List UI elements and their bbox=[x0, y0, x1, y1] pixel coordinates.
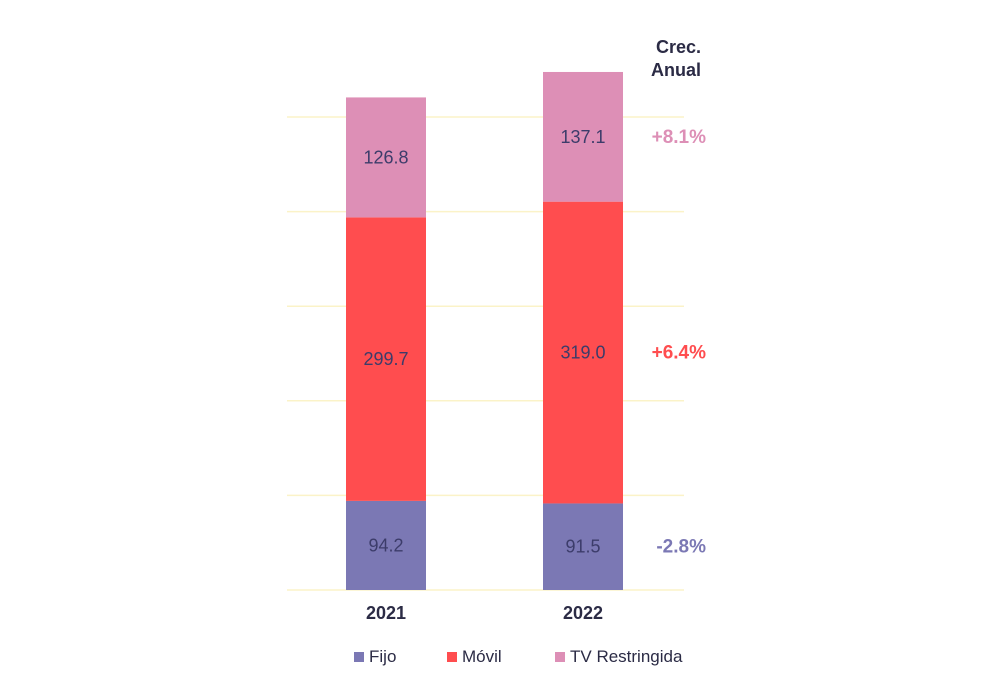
legend-label: Fijo bbox=[369, 647, 396, 666]
growth-header-line-2: Anual bbox=[651, 60, 701, 80]
bar-segment bbox=[543, 503, 623, 590]
legend-label: TV Restringida bbox=[570, 647, 683, 666]
bar-segment bbox=[543, 71, 623, 202]
bars: 94.2 299.7 126.8 91.5 319.0 137.1 bbox=[346, 71, 623, 590]
data-label: 126.8 bbox=[363, 147, 408, 167]
legend-swatch bbox=[555, 652, 565, 662]
growth-value: +8.1% bbox=[652, 127, 707, 148]
data-label: 137.1 bbox=[560, 127, 605, 147]
data-label: 299.7 bbox=[363, 349, 408, 369]
growth-header-line-1: Crec. bbox=[656, 37, 701, 57]
x-axis-labels: 2021 2022 bbox=[366, 603, 603, 623]
annual-growth-column: Crec. Anual +8.1% +6.4% -2.8% bbox=[651, 37, 706, 558]
legend: Fijo Móvil TV Restringida bbox=[354, 647, 683, 666]
growth-value: -2.8% bbox=[656, 537, 706, 558]
data-label: 319.0 bbox=[560, 343, 605, 363]
legend-swatch bbox=[447, 652, 457, 662]
data-label: 91.5 bbox=[565, 537, 600, 557]
bar-segment bbox=[346, 97, 426, 218]
legend-swatch bbox=[354, 652, 364, 662]
bar-segment bbox=[346, 500, 426, 590]
bar-segment bbox=[543, 201, 623, 504]
growth-value: +6.4% bbox=[652, 343, 707, 364]
data-label: 94.2 bbox=[368, 535, 403, 555]
legend-label: Móvil bbox=[462, 647, 502, 666]
bar-segment bbox=[346, 217, 426, 501]
x-tick-label: 2022 bbox=[563, 603, 603, 623]
x-tick-label: 2021 bbox=[366, 603, 406, 623]
